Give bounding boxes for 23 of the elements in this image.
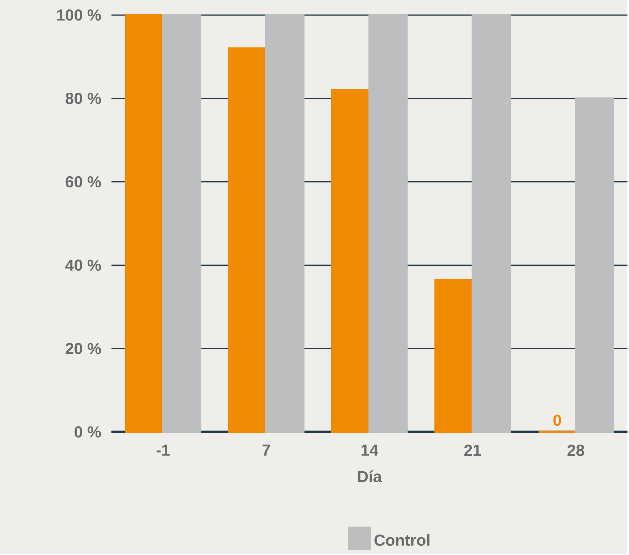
y-tick-label: 40 %: [66, 260, 102, 272]
bar: [228, 48, 268, 434]
y-tick-label: 80 %: [66, 93, 102, 105]
x-tick-label: 7: [262, 445, 270, 456]
bar: [575, 98, 614, 434]
y-tick-label: 60 %: [66, 176, 102, 188]
x-tick-label: 21: [464, 445, 482, 456]
bar: [434, 279, 474, 434]
bar: [162, 14, 202, 434]
x-tick-label: 28: [568, 445, 584, 456]
y-tick-label: 20 %: [66, 343, 102, 355]
bar: [472, 14, 512, 434]
legend-label: Control: [374, 534, 430, 546]
bar: [368, 14, 408, 434]
y-tick-label: 100 %: [57, 10, 102, 22]
x-axis-title: Día: [358, 470, 382, 483]
data-label: 0: [554, 415, 562, 426]
bar: [265, 14, 305, 434]
bar: [331, 90, 371, 434]
x-tick-label: -1: [156, 445, 170, 456]
x-tick-label: 14: [362, 445, 378, 456]
bar: [125, 14, 164, 434]
y-tick-label: 0 %: [74, 426, 102, 438]
